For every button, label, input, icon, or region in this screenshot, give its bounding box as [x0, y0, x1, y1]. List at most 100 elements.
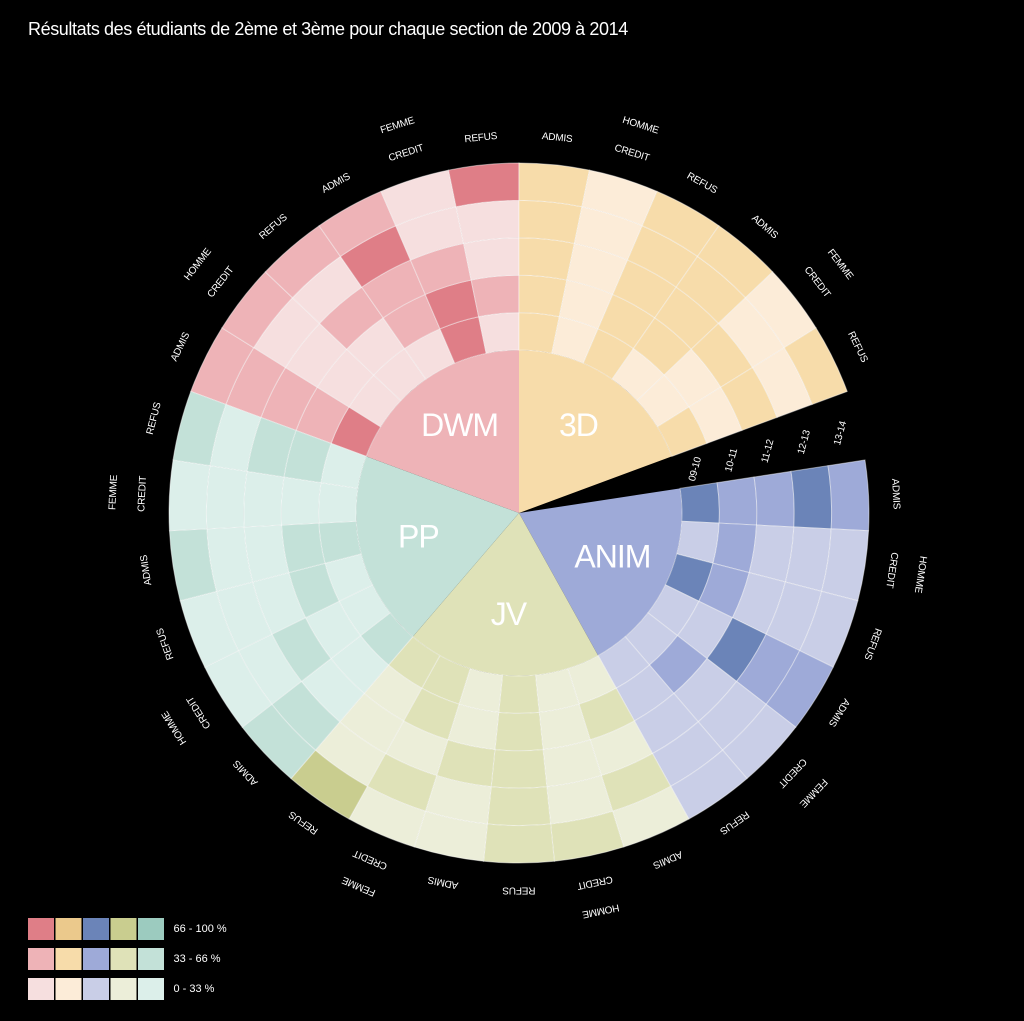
group-label: FEMME: [825, 247, 856, 282]
heat-cell: [320, 442, 367, 489]
heat-cell: [330, 406, 382, 458]
legend-swatch: [83, 978, 109, 1000]
legend-swatch: [110, 978, 137, 1000]
column-label: REFUS: [717, 808, 751, 836]
heat-cell: [280, 476, 322, 526]
heat-cell: [790, 465, 833, 530]
column-label: ADMIS: [139, 554, 155, 587]
section-center: [412, 513, 599, 676]
legend-label: 0 - 33 %: [174, 983, 215, 995]
column-label: CREDIT: [136, 476, 149, 513]
heat-cell: [783, 327, 848, 406]
heat-cell: [765, 581, 823, 652]
heat-cell: [318, 482, 359, 524]
heat-cell: [589, 720, 654, 777]
heat-cell: [387, 635, 441, 689]
group-label: FEMME: [340, 874, 377, 898]
heat-cell: [676, 520, 720, 564]
column-label: REFUS: [145, 401, 164, 436]
heat-cell: [190, 327, 255, 406]
heat-cell: [611, 347, 665, 402]
heat-cell: [373, 347, 427, 402]
heat-cell: [384, 720, 449, 777]
column-label: CREDIT: [206, 265, 237, 300]
column-label: CREDIT: [776, 756, 809, 790]
heat-cell: [338, 584, 391, 637]
legend-swatch: [83, 918, 109, 940]
heat-cell: [798, 590, 859, 668]
column-label: CREDIT: [185, 694, 213, 730]
heat-cell: [636, 374, 690, 428]
column-label: CREDIT: [802, 265, 833, 300]
group-label: FEMME: [379, 115, 416, 136]
heat-cell: [330, 634, 390, 695]
heat-cell: [518, 237, 575, 281]
heat-cell: [209, 403, 262, 472]
section-name: ANIM: [574, 538, 650, 574]
heat-cell: [615, 664, 675, 722]
legend-swatch: [83, 948, 109, 970]
column-label: CREDIT: [883, 551, 899, 588]
heat-cell: [291, 255, 363, 325]
legend-swatch: [28, 948, 54, 970]
column-label: REFUS: [845, 330, 870, 365]
heat-cell: [205, 465, 248, 530]
column-label: REFUS: [861, 627, 883, 662]
heat-cell: [753, 470, 795, 528]
legend-label: 33 - 66 %: [174, 953, 221, 965]
legend-swatch: [110, 948, 137, 970]
heat-cell: [271, 680, 341, 751]
column-label: CREDIT: [352, 847, 390, 871]
column-label: REFUS: [155, 626, 177, 661]
heat-cell: [215, 581, 273, 652]
heat-cell: [518, 274, 568, 318]
legend-swatch: [28, 918, 54, 940]
ring-label: 10-11: [723, 447, 740, 473]
heat-cell: [641, 190, 720, 258]
section-center: [366, 350, 519, 513]
heat-cell: [421, 654, 471, 705]
heat-cell: [827, 459, 870, 532]
heat-cell: [366, 752, 438, 812]
section-center: [519, 350, 672, 513]
column-label: ADMIS: [169, 330, 193, 363]
group-label: HOMME: [581, 901, 620, 919]
heat-cell: [463, 237, 520, 281]
heat-cell: [551, 316, 599, 364]
heat-cell: [731, 571, 787, 635]
column-label: ADMIS: [651, 848, 684, 870]
heat-cell: [600, 752, 672, 812]
ring-label: 11-12: [760, 438, 777, 464]
ring-label: 13-14: [832, 419, 849, 446]
heat-cell: [546, 774, 614, 825]
heat-cell: [690, 322, 754, 388]
group-label: FEMME: [797, 776, 830, 809]
heat-cell: [380, 169, 457, 227]
heat-cell: [283, 429, 332, 484]
heat-cell: [359, 612, 414, 666]
heat-cell: [542, 739, 603, 788]
column-label: ADMIS: [889, 478, 902, 510]
heat-cell: [664, 553, 714, 602]
heat-cell: [696, 225, 774, 299]
heat-cell: [518, 199, 583, 245]
heat-cell: [339, 692, 405, 755]
heat-cell: [647, 584, 700, 637]
heat-cell: [632, 317, 693, 376]
heat-cell: [403, 328, 456, 380]
column-label: REFUS: [502, 884, 535, 895]
heat-cell: [458, 667, 504, 713]
heat-cell: [288, 562, 340, 619]
heat-cell: [290, 749, 368, 820]
column-label: ADMIS: [541, 131, 573, 145]
group-label: HOMME: [182, 246, 214, 283]
heat-cell: [447, 703, 500, 751]
legend-swatch: [110, 918, 137, 940]
legend-swatch: [55, 918, 82, 940]
heat-cell: [470, 274, 520, 318]
legend-swatch: [138, 948, 164, 970]
ring-label: 09-10: [687, 455, 704, 482]
column-label: REFUS: [685, 171, 720, 197]
heat-cell: [439, 316, 487, 364]
